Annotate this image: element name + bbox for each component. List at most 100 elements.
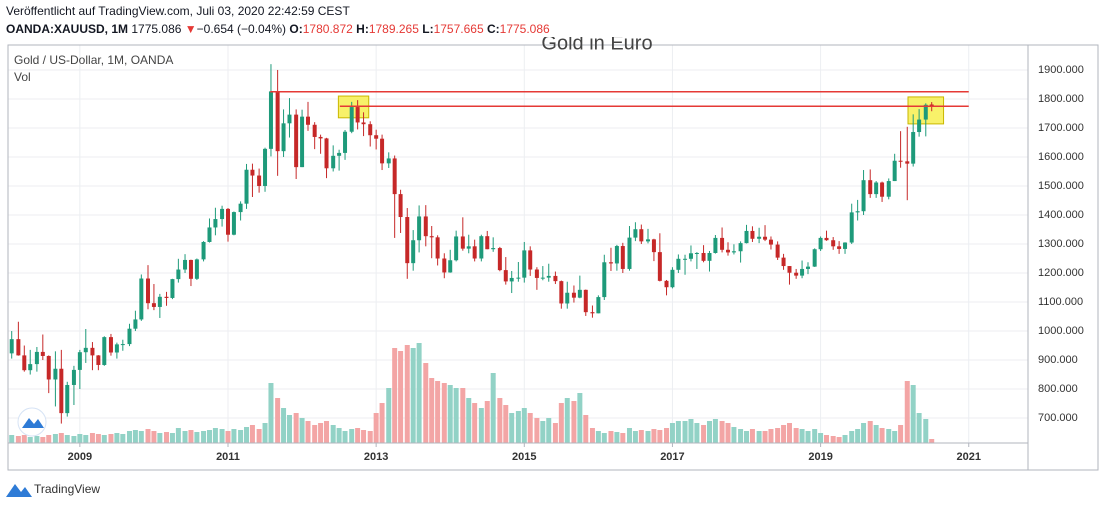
volume-bar <box>423 363 429 443</box>
candle-body <box>503 270 508 282</box>
volume-bar <box>132 430 138 443</box>
y-tick-label: 1300.000 <box>1038 238 1084 250</box>
volume-bar <box>669 423 675 443</box>
volume-bar <box>738 429 744 443</box>
volume-bar <box>286 415 292 443</box>
candle-body <box>16 339 21 356</box>
candle-body <box>516 277 521 279</box>
chart-logo <box>17 407 47 437</box>
y-tick-label: 1800.000 <box>1038 93 1084 105</box>
volume-legend: Vol <box>14 70 31 84</box>
volume-bar <box>929 439 935 443</box>
candle-body <box>664 280 669 288</box>
candle-body <box>633 229 638 238</box>
volume-bar <box>58 433 64 443</box>
volume-bar <box>466 398 472 443</box>
volume-bar <box>114 433 120 443</box>
volume-bar <box>490 373 496 443</box>
candle-body <box>176 269 181 280</box>
volume-bar <box>632 431 638 443</box>
candle-body <box>268 91 273 149</box>
y-tick-label: 800.000 <box>1038 383 1078 395</box>
candle-body <box>472 246 477 259</box>
volume-bar <box>126 431 132 443</box>
volume-bar <box>342 431 348 443</box>
volume-bar <box>194 432 200 443</box>
volume-bar <box>799 429 805 443</box>
volume-bar <box>793 428 799 443</box>
candle-body <box>287 114 292 124</box>
candle-body <box>694 252 699 254</box>
volume-bar <box>484 401 490 443</box>
volume-bar <box>552 423 558 443</box>
volume-bar <box>201 431 207 443</box>
volume-bar <box>515 411 521 443</box>
candle-body <box>553 275 558 282</box>
volume-bar <box>812 429 818 443</box>
volume-bar <box>892 431 898 443</box>
volume-bar <box>664 428 670 443</box>
candle-body <box>731 251 736 253</box>
volume-bar <box>589 428 595 443</box>
x-tick-label: 2009 <box>68 451 92 463</box>
candle-body <box>398 194 403 218</box>
volume-bar <box>818 433 824 443</box>
ohlc-value: 1789.265 <box>369 22 419 36</box>
candle-body <box>905 161 910 164</box>
volume-bar <box>645 431 651 443</box>
candle-body <box>157 296 162 307</box>
candle-body <box>324 138 329 169</box>
volume-bar <box>262 423 268 443</box>
x-tick-label: 2013 <box>364 451 388 463</box>
candle-body <box>614 246 619 264</box>
volume-bar <box>40 437 46 443</box>
candle-body <box>534 269 539 278</box>
volume-bar <box>138 431 144 443</box>
volume-bar <box>608 431 614 443</box>
volume-bar <box>460 388 466 443</box>
volume-bar <box>873 425 879 443</box>
volume-bar <box>349 429 355 443</box>
candle-body <box>583 289 588 313</box>
volume-bar <box>169 433 175 443</box>
candle-body <box>596 297 601 314</box>
candle-body <box>911 132 916 164</box>
volume-bar <box>601 433 607 443</box>
volume-bar <box>898 425 904 443</box>
y-tick-label: 1100.000 <box>1038 296 1083 308</box>
volume-bar <box>756 431 762 443</box>
candle-body <box>392 158 397 195</box>
volume-bar <box>824 435 830 443</box>
volume-bar <box>775 428 781 443</box>
candle-body <box>627 237 632 269</box>
candle-body <box>861 180 866 212</box>
candle-body <box>479 236 484 259</box>
y-tick-label: 1000.000 <box>1038 325 1084 337</box>
y-tick-label: 1600.000 <box>1038 151 1084 163</box>
candle-body <box>670 269 675 288</box>
candle-body <box>201 241 206 260</box>
candle-body <box>509 277 514 282</box>
volume-bar <box>212 428 218 443</box>
volume-bar <box>238 430 244 443</box>
y-tick-label: 1500.000 <box>1038 180 1084 192</box>
candle-body <box>22 355 27 371</box>
candle-body <box>194 259 199 279</box>
candle-body <box>40 351 45 356</box>
candle-body <box>114 344 119 353</box>
volume-bar <box>256 429 262 443</box>
candle-body <box>127 328 132 345</box>
candle-body <box>318 136 323 139</box>
candle-body <box>676 258 681 270</box>
volume-bar <box>694 423 700 443</box>
volume-bar <box>701 425 707 443</box>
volume-bar <box>52 434 58 443</box>
candle-body <box>917 119 922 133</box>
volume-bar <box>577 393 583 443</box>
volume-bar <box>571 401 577 443</box>
volume-bar <box>447 385 453 443</box>
candle-body <box>244 169 249 204</box>
volume-bar <box>89 433 95 443</box>
candle-body <box>312 124 317 137</box>
candle-body <box>485 236 490 250</box>
